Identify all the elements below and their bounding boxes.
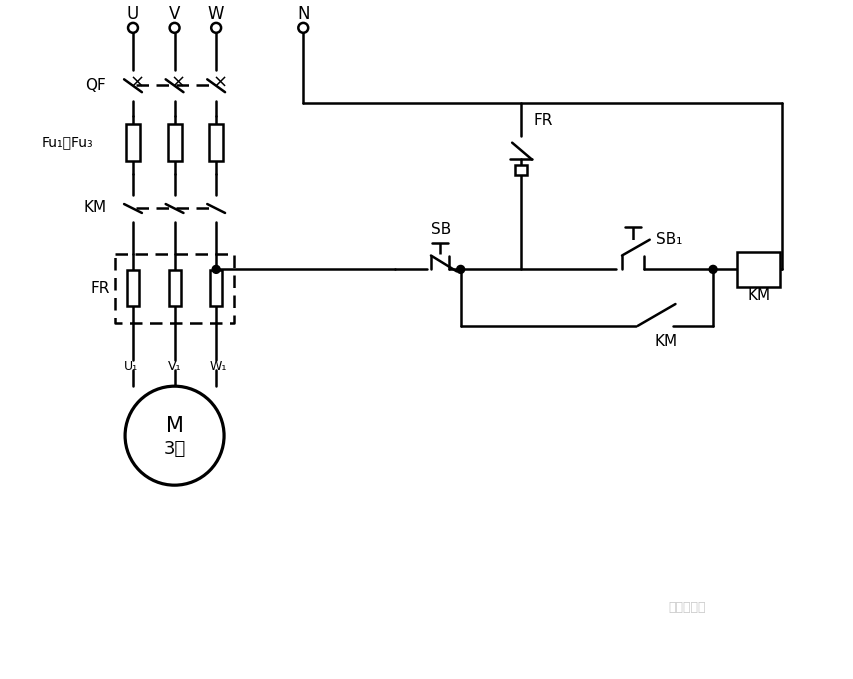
Circle shape: [211, 23, 221, 33]
Text: N: N: [297, 5, 309, 23]
Text: W: W: [207, 5, 224, 23]
Circle shape: [128, 23, 138, 33]
Text: KM: KM: [653, 334, 676, 349]
Bar: [126, 124, 140, 162]
Text: M: M: [165, 416, 183, 436]
Circle shape: [125, 386, 223, 485]
Text: V: V: [169, 5, 180, 23]
Text: KM: KM: [83, 200, 106, 215]
Bar: [127, 270, 139, 306]
Text: V₁: V₁: [168, 360, 181, 373]
Circle shape: [170, 23, 179, 33]
Bar: [168, 270, 180, 306]
Bar: [210, 270, 222, 306]
Bar: [209, 124, 223, 162]
Text: FR: FR: [90, 280, 110, 295]
Text: QF: QF: [85, 78, 106, 93]
Bar: [167, 124, 182, 162]
Text: ×: ×: [130, 73, 144, 91]
Text: 3～: 3～: [163, 439, 185, 458]
Circle shape: [298, 23, 308, 33]
Text: ×: ×: [171, 73, 186, 91]
Bar: [514, 166, 526, 175]
Text: ×: ×: [212, 73, 228, 91]
Bar: [736, 251, 780, 287]
Text: U₁: U₁: [124, 360, 138, 373]
Text: W₁: W₁: [209, 360, 227, 373]
Circle shape: [708, 265, 717, 274]
Text: Fu₁～Fu₃: Fu₁～Fu₃: [42, 136, 93, 149]
Circle shape: [456, 265, 464, 274]
Text: SB: SB: [430, 222, 450, 237]
Text: U: U: [127, 5, 139, 23]
Text: SB₁: SB₁: [655, 232, 682, 247]
Text: KM: KM: [746, 288, 769, 303]
Circle shape: [212, 265, 220, 274]
Text: 水电工论坛: 水电工论坛: [668, 602, 705, 614]
Text: FR: FR: [533, 113, 553, 128]
